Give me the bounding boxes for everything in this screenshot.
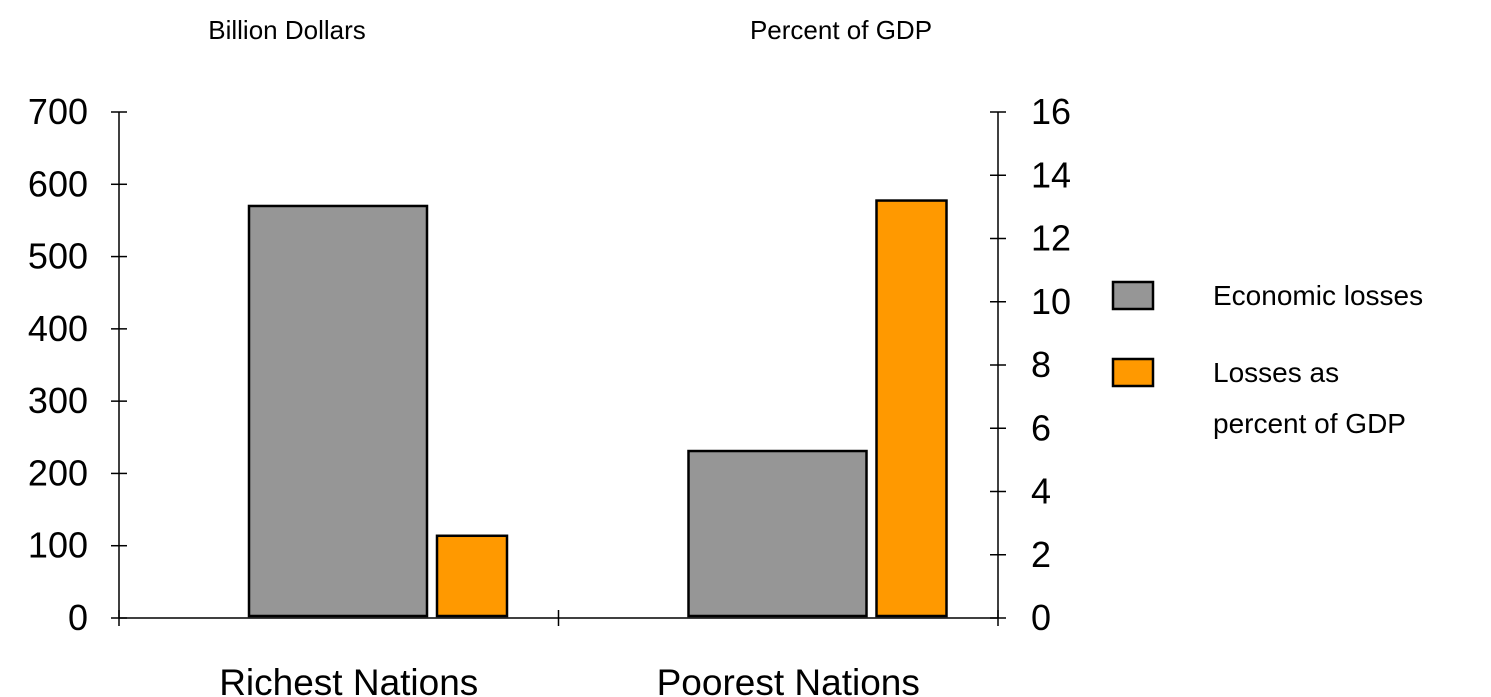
legend-label: Economic losses bbox=[1213, 280, 1423, 311]
right-axis-tick-label: 14 bbox=[1031, 154, 1071, 195]
right-axis-tick-label: 2 bbox=[1031, 534, 1051, 575]
left-axis-title: Billion Dollars bbox=[208, 15, 366, 45]
right-axis-tick-label: 0 bbox=[1031, 597, 1051, 638]
right-axis-tick-label: 4 bbox=[1031, 471, 1051, 512]
left-axis-tick-label: 100 bbox=[28, 525, 88, 566]
bars bbox=[247, 199, 948, 618]
left-axis-tick-label: 200 bbox=[28, 452, 88, 493]
labels: Billion Dollars Percent of GDP01002003004… bbox=[28, 15, 1071, 697]
legend-swatch bbox=[1111, 357, 1155, 388]
left-axis-tick-label: 300 bbox=[28, 380, 88, 421]
left-axis-tick-label: 0 bbox=[68, 597, 88, 638]
category-label: Poorest Nations bbox=[657, 662, 920, 697]
legend-label: percent of GDP bbox=[1213, 408, 1406, 439]
right-axis-tick-label: 6 bbox=[1031, 407, 1051, 448]
left-axis-tick-label: 400 bbox=[28, 308, 88, 349]
legend: Economic losses Losses as percent of GDP bbox=[1111, 280, 1423, 439]
right-axis-tick-label: 16 bbox=[1031, 91, 1071, 132]
left-axis-tick-label: 700 bbox=[28, 91, 88, 132]
bar-economic-losses bbox=[247, 204, 429, 618]
bar-losses-percent-gdp bbox=[435, 534, 509, 618]
right-axis-title: Percent of GDP bbox=[750, 15, 932, 45]
right-axis-tick-label: 8 bbox=[1031, 344, 1051, 385]
category-label: Richest Nations bbox=[219, 662, 478, 697]
right-axis-tick-label: 12 bbox=[1031, 218, 1071, 259]
bar-economic-losses bbox=[687, 449, 868, 618]
left-axis-tick-label: 600 bbox=[28, 163, 88, 204]
left-axis-tick-label: 500 bbox=[28, 236, 88, 277]
legend-swatch bbox=[1111, 280, 1155, 311]
axes bbox=[111, 111, 1006, 626]
bar-losses-percent-gdp bbox=[875, 199, 948, 618]
legend-label: Losses as bbox=[1213, 357, 1339, 388]
right-axis-tick-label: 10 bbox=[1031, 281, 1071, 322]
